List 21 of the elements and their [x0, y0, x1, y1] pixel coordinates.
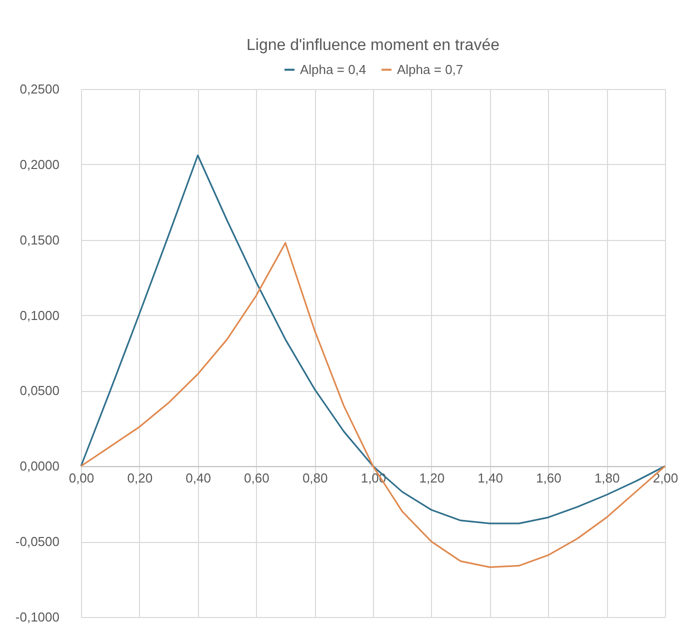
- y-tick-label: 0,0000: [20, 458, 60, 474]
- x-tick-label: 0,00: [68, 470, 94, 486]
- y-tick-label: -0,1000: [15, 610, 60, 624]
- legend-label: Alpha = 0,7: [397, 62, 464, 77]
- x-tick-label: 2,00: [652, 470, 678, 486]
- x-tick-label: 0,40: [186, 470, 211, 486]
- y-tick-label: 0,1000: [20, 308, 60, 323]
- y-tick-label: 0,0500: [20, 383, 60, 398]
- x-tick-label: 1,40: [478, 470, 503, 486]
- y-tick-label: -0,0500: [15, 534, 60, 550]
- x-tick-label: 0,60: [244, 470, 270, 486]
- x-tick-label: 1,20: [419, 470, 445, 486]
- x-tick-label: 0,20: [127, 470, 153, 486]
- y-tick-label: 0,1500: [20, 232, 60, 248]
- legend-label: Alpha = 0,4: [300, 62, 366, 77]
- y-tick-label: 0,2500: [20, 82, 60, 96]
- y-tick-label: 0,2000: [20, 156, 60, 172]
- chart-title: Ligne d'influence moment en travée: [246, 37, 500, 54]
- x-tick-label: 0,80: [302, 470, 328, 486]
- x-tick-label: 1,80: [594, 470, 620, 486]
- x-tick-label: 1,60: [536, 470, 562, 486]
